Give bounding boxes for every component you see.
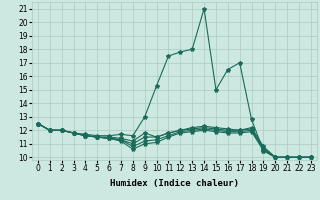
- X-axis label: Humidex (Indice chaleur): Humidex (Indice chaleur): [110, 179, 239, 188]
